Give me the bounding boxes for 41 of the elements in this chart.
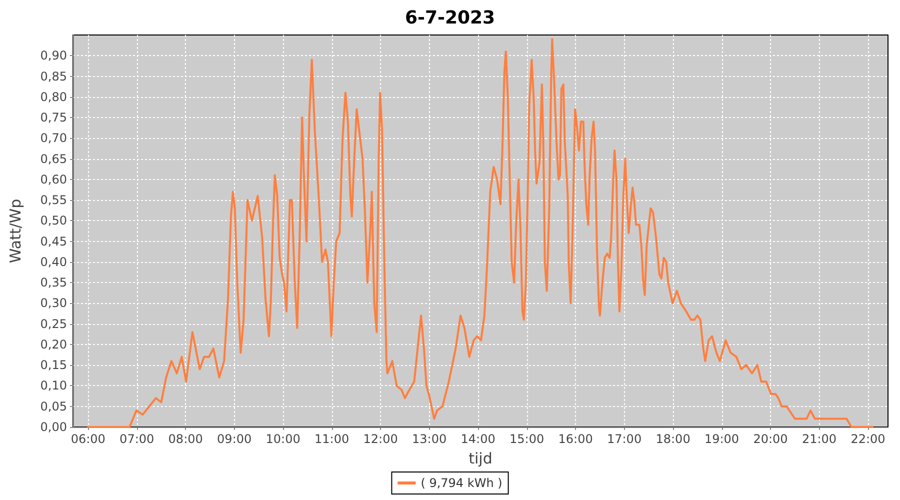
y-tick-label: 0,50 <box>40 214 67 228</box>
chart-title: 6-7-2023 <box>404 8 496 28</box>
x-tick-label: 12:00 <box>363 432 398 446</box>
y-tick-label: 0,30 <box>40 296 67 310</box>
x-axis-title: tijd <box>468 450 492 468</box>
y-tick-label: 0,15 <box>40 358 67 372</box>
y-tick-label: 0,25 <box>40 316 67 331</box>
y-tick-label: 0,40 <box>40 254 67 269</box>
x-tick-label: 11:00 <box>314 432 350 446</box>
y-tick-label: 0,85 <box>40 69 67 84</box>
x-tick-label: 07:00 <box>120 432 154 446</box>
y-tick-label: 0,90 <box>40 48 67 63</box>
x-tick-label: 16:00 <box>558 432 593 446</box>
line-series <box>87 38 874 428</box>
x-tick-label: 22:00 <box>850 432 886 446</box>
y-tick-label: 0,70 <box>40 131 67 146</box>
y-tick-label: 0,55 <box>40 193 67 208</box>
y-tick-label: 0,10 <box>40 378 67 393</box>
x-tick-label: 14:00 <box>460 432 496 446</box>
x-tick-label: 20:00 <box>753 432 788 446</box>
y-tick-label: 0,75 <box>40 110 67 125</box>
x-tick-label: 17:00 <box>607 432 642 446</box>
y-tick-label: 0,35 <box>40 276 67 290</box>
x-tick-label: 13:00 <box>412 432 447 446</box>
y-tick-label: 0,20 <box>40 337 67 352</box>
x-tick-label: 19:00 <box>704 432 740 446</box>
x-tick-label: 10:00 <box>266 432 300 446</box>
y-axis-title: Watt/Wp <box>6 198 24 264</box>
y-tick-label: 0,00 <box>40 420 67 434</box>
y-tick-label: 0,65 <box>40 152 67 166</box>
y-tick-label: 0,45 <box>40 234 67 248</box>
x-tick-label: 06:00 <box>70 432 106 446</box>
y-tick-label: 0,05 <box>40 399 67 414</box>
x-tick-label: 21:00 <box>802 432 837 446</box>
x-tick-label: 08:00 <box>168 432 203 446</box>
x-tick-label: 15:00 <box>510 432 544 446</box>
x-tick-label: 18:00 <box>656 432 690 446</box>
x-tick-label: 09:00 <box>217 432 252 446</box>
legend-label: ( 9,794 kWh ) <box>420 476 502 490</box>
y-tick-label: 0,80 <box>40 90 67 104</box>
y-tick-label: 0,60 <box>40 172 67 186</box>
